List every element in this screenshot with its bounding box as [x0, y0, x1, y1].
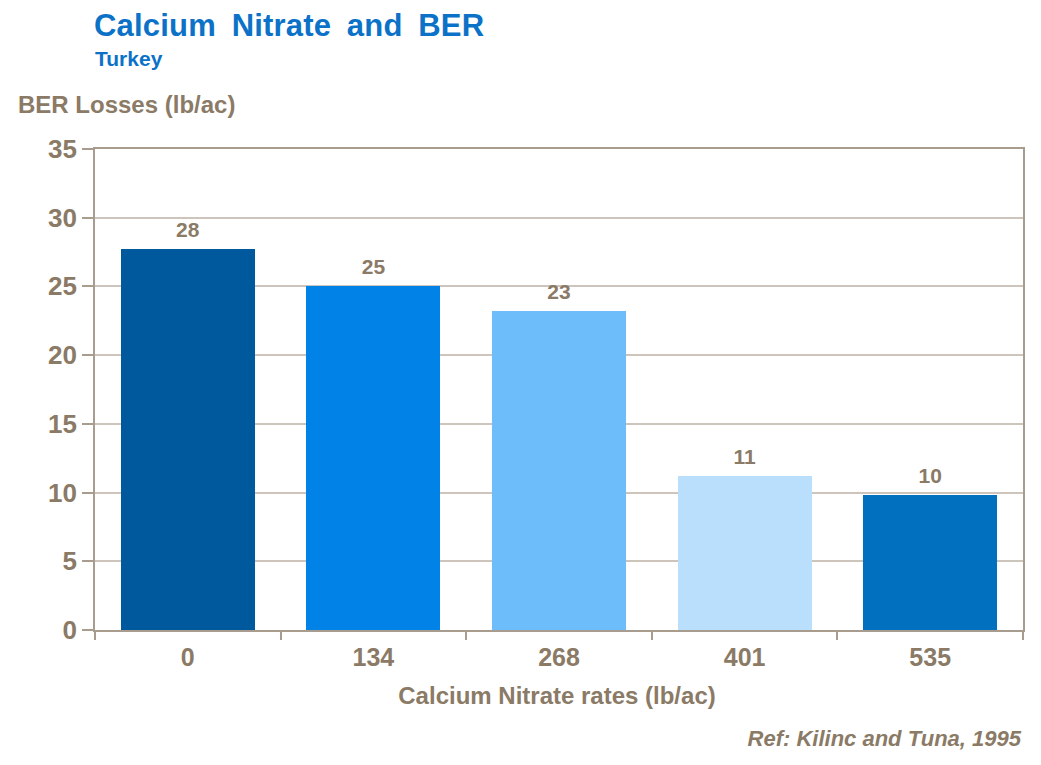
bar-value-label: 25 — [281, 255, 467, 279]
chart-slide: Calcium Nitrate and BER Turkey BER Losse… — [0, 0, 1041, 765]
x-axis-tick — [280, 630, 282, 640]
x-tick-label: 0 — [95, 643, 281, 672]
y-axis-tick — [82, 423, 93, 425]
bar — [492, 311, 626, 630]
y-tick-label: 5 — [13, 546, 77, 576]
chart-subtitle: Turkey — [95, 47, 162, 71]
y-axis-tick — [82, 492, 93, 494]
bar-value-label: 10 — [837, 464, 1023, 488]
bar — [863, 495, 997, 630]
x-axis-tick — [651, 630, 653, 640]
y-axis-tick — [82, 148, 93, 150]
bar — [306, 286, 440, 630]
y-tick-label: 15 — [13, 409, 77, 439]
y-axis-title: BER Losses (lb/ac) — [18, 91, 235, 119]
x-tick-label: 535 — [837, 643, 1023, 672]
bar-value-label: 23 — [466, 280, 652, 304]
bar-value-label: 28 — [95, 218, 281, 242]
reference-text: Ref: Kilinc and Tuna, 1995 — [748, 726, 1021, 752]
bar — [121, 249, 255, 630]
y-axis-tick — [82, 354, 93, 356]
x-axis-title: Calcium Nitrate rates (lb/ac) — [93, 682, 1021, 710]
y-tick-label: 35 — [13, 134, 77, 164]
x-tick-label: 401 — [652, 643, 838, 672]
bar — [678, 476, 812, 630]
y-tick-label: 30 — [13, 203, 77, 233]
bar-value-label: 11 — [652, 445, 838, 469]
chart-title: Calcium Nitrate and BER — [94, 8, 484, 44]
x-axis-tick — [836, 630, 838, 640]
x-axis-tick — [465, 630, 467, 640]
y-tick-label: 0 — [13, 615, 77, 645]
y-axis-tick — [82, 560, 93, 562]
y-tick-label: 25 — [13, 271, 77, 301]
y-axis-tick — [82, 217, 93, 219]
plot-area: 0510152025303528025134232681140110535 — [93, 147, 1025, 632]
y-axis-tick — [82, 285, 93, 287]
x-tick-label: 268 — [466, 643, 652, 672]
y-axis-tick — [82, 629, 93, 631]
x-tick-label: 134 — [281, 643, 467, 672]
y-tick-label: 10 — [13, 478, 77, 508]
y-tick-label: 20 — [13, 340, 77, 370]
x-axis-tick — [94, 630, 96, 640]
x-axis-tick — [1022, 630, 1024, 640]
